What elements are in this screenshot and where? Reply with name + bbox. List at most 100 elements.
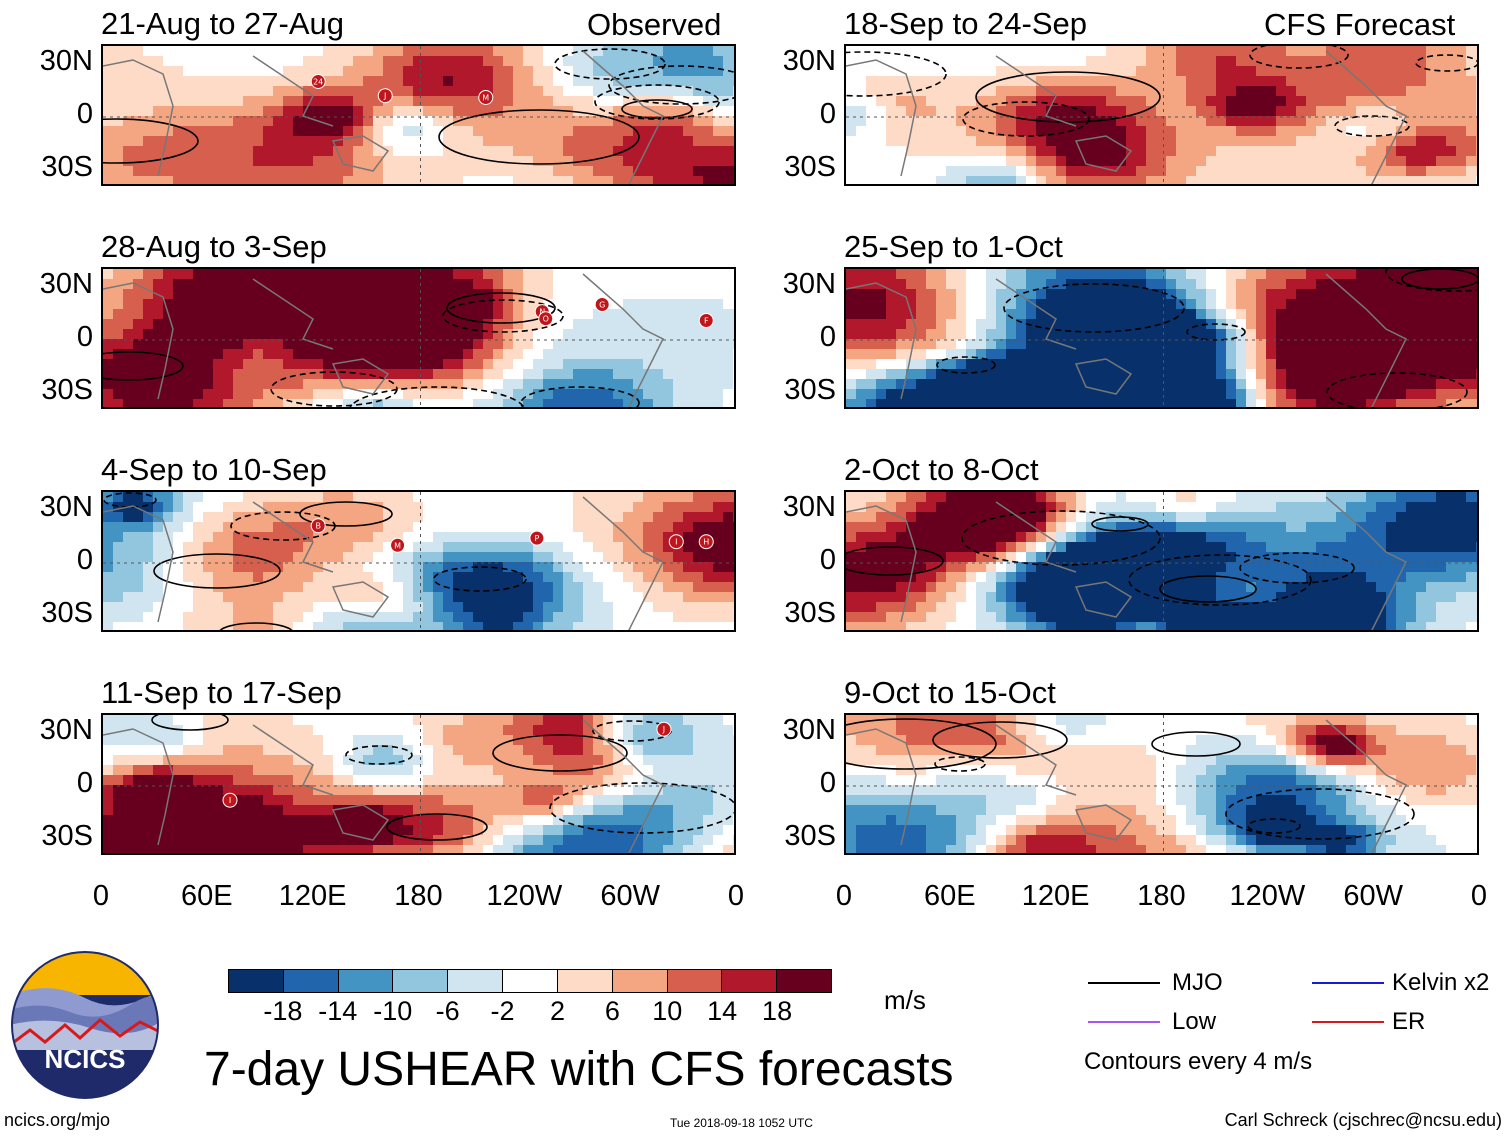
observed-map-panel: NOGF [101,267,736,409]
legend-low-line [1088,1021,1160,1023]
storm-marker: I [222,792,238,808]
x-tick-label: 0 [1470,880,1488,912]
storm-marker: P [529,530,545,546]
y-tick-label: 0 [819,98,836,130]
legend-er-line [1312,1021,1384,1023]
colorbar-swatch [229,970,283,992]
y-tick-label: 30N [39,44,93,77]
x-tick-label: 180 [1137,880,1186,912]
colorbar-swatch [282,970,338,992]
y-tick-label: 30N [39,267,93,300]
forecast-map-panel [844,713,1479,855]
storm-marker: I [668,534,684,550]
x-tick-label: 0 [727,880,745,912]
forecast-header: CFS Forecast [1264,7,1456,42]
colorbar-swatch [502,970,557,992]
x-tick-label: 60W [600,880,660,912]
y-tick-label: 30N [782,713,836,746]
x-tick-label: 60E [181,880,233,912]
x-tick-label: 120W [486,880,563,912]
x-tick-label: 120E [1021,880,1090,912]
x-tick-label: 180 [394,880,443,912]
y-tick-label: 30S [784,374,836,407]
colorbar-swatch [392,970,448,992]
y-tick-label: 30N [39,713,93,746]
y-tick-label: 0 [76,98,93,130]
y-tick-label: 0 [819,767,836,799]
y-tick-label: 30S [784,597,836,630]
observed-panel-title: 21-Aug to 27-Aug [101,6,345,41]
colorbar-tick-label: -14 [318,996,358,1026]
svg-text:I: I [229,796,231,805]
y-tick-label: 30N [782,490,836,523]
footer-author: Carl Schreck (cjschrec@ncsu.edu) [1224,1110,1502,1130]
chart-title: 7-day USHEAR with CFS forecasts [204,1043,954,1096]
forecast-map-panel [844,490,1479,632]
svg-text:J: J [662,725,665,734]
forecast-panel-title: 9-Oct to 15-Oct [844,675,1056,710]
observed-panel-title: 11-Sep to 17-Sep [101,675,342,710]
storm-marker: 24 [310,74,326,89]
forecast-map-panel [844,267,1479,409]
svg-text:J: J [383,92,386,101]
colorbar-tick-label: -10 [373,996,413,1026]
svg-text:B: B [315,522,321,531]
colorbar-swatch [337,970,393,992]
svg-text:H: H [703,538,709,547]
storm-marker: M [390,537,406,553]
y-tick-label: 30S [784,151,836,184]
shear-field [846,269,1477,407]
legend-er-label: ER [1392,1008,1426,1035]
forecast-map-panel [844,44,1479,186]
y-tick-label: 30S [41,374,93,407]
y-tick-label: 0 [76,321,93,353]
footer-timestamp: Tue 2018-09-18 1052 UTC [670,1116,813,1130]
x-tick-label: 120W [1229,880,1306,912]
ncics-logo: NCICS [10,950,160,1105]
colorbar-tick-label: 10 [652,996,683,1026]
svg-text:M: M [394,541,401,550]
svg-text:G: G [599,301,605,310]
colorbar-swatch [776,970,831,992]
storm-marker: M [478,89,494,105]
svg-text:F: F [704,316,709,325]
colorbar-tick-label: -2 [490,996,515,1026]
svg-text:24: 24 [313,78,323,87]
colorbar-tick-label: -18 [263,996,303,1026]
colorbar-swatch [721,970,777,992]
forecast-panel-title: 25-Sep to 1-Oct [844,229,1063,264]
y-tick-label: 30N [782,44,836,77]
observed-header: Observed [587,7,722,42]
forecast-panel-title: 2-Oct to 8-Oct [844,452,1039,487]
x-tick-label: 60W [1343,880,1403,912]
colorbar-tick-label: 18 [762,996,793,1026]
legend-kelvin-line [1312,982,1384,984]
y-tick-label: 0 [819,544,836,576]
colorbar-tick-label: 2 [549,996,565,1026]
y-tick-label: 30N [782,267,836,300]
observed-map-panel: B M P I H [101,490,736,632]
svg-text:P: P [535,534,540,543]
legend-mjo-line [1088,982,1160,984]
colorbar-swatch [666,970,722,992]
legend-low-label: Low [1172,1008,1217,1035]
storm-marker: O [538,311,554,327]
observed-panel-title: 28-Aug to 3-Sep [101,229,327,264]
y-tick-label: 30S [41,597,93,630]
contour-note: Contours every 4 m/s [1084,1048,1313,1075]
x-tick-label: 120E [278,880,347,912]
x-tick-label: 0 [92,880,110,912]
legend-mjo-label: MJO [1172,969,1223,996]
x-tick-label: 0 [835,880,853,912]
y-tick-label: 30S [41,151,93,184]
y-tick-label: 30N [39,490,93,523]
y-tick-label: 0 [819,321,836,353]
y-tick-label: 30S [41,820,93,853]
storm-marker: H [698,534,714,550]
logo-text: NCICS [45,1044,126,1074]
storm-marker: F [698,312,714,328]
x-tick-label: 60E [924,880,976,912]
y-tick-label: 0 [76,544,93,576]
observed-panel-title: 4-Sep to 10-Sep [101,452,327,487]
footer-url[interactable]: ncics.org/mjo [4,1110,111,1130]
